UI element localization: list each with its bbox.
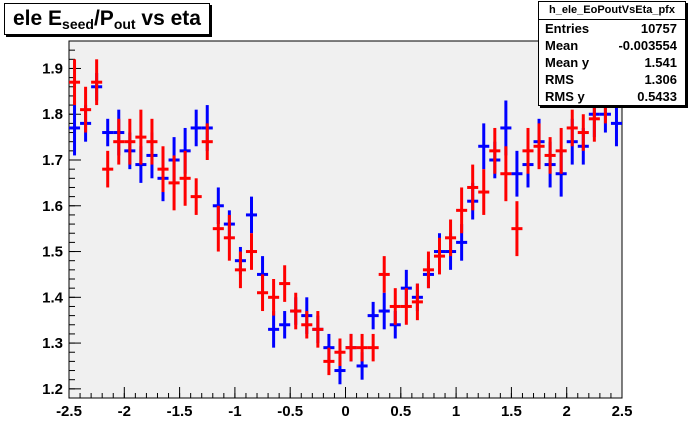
stats-key: RMS y	[545, 89, 585, 104]
stats-row-entries: Entries 10757	[539, 20, 685, 37]
stats-key: Mean y	[545, 55, 590, 70]
stats-value: 0.5433	[637, 89, 677, 104]
title-base: ele E	[13, 7, 63, 30]
stats-row-mean-y: Mean y 1.541	[539, 54, 685, 71]
title-sub-seed: seed	[62, 16, 94, 32]
y-tick-label: 1.9	[42, 60, 63, 77]
stats-row-mean: Mean -0.003554	[539, 37, 685, 54]
x-tick-label: 2	[563, 403, 571, 420]
stats-key: Mean	[545, 38, 579, 53]
stats-value: 1.541	[644, 55, 677, 70]
x-tick-label: 0	[341, 403, 349, 420]
stats-value: 1.306	[644, 72, 677, 87]
y-tick-label: 1.8	[42, 106, 63, 123]
x-tick-label: 2.5	[612, 403, 633, 420]
stats-row-rms-y: RMS y 0.5433	[539, 88, 685, 105]
y-tick-label: 1.5	[42, 244, 63, 261]
x-tick-label: -1.5	[167, 403, 193, 420]
x-tick-label: 1.5	[501, 403, 522, 420]
chart-title: ele Eseed/Pout vs eta	[4, 3, 210, 35]
stats-box: h_ele_EoPoutVsEta_pfx Entries 10757 Mean…	[538, 1, 686, 106]
x-tick-label: -1	[228, 403, 241, 420]
title-tail: vs eta	[135, 7, 201, 30]
stats-key: Entries	[545, 21, 590, 36]
y-tick-label: 1.7	[42, 152, 63, 169]
x-tick-label: -2	[118, 403, 131, 420]
stats-value: 10757	[640, 21, 677, 36]
stats-value: -0.003554	[618, 38, 677, 53]
x-tick-label: 1	[452, 403, 460, 420]
y-tick-label: 1.4	[42, 289, 64, 306]
plot-frame	[68, 40, 623, 399]
y-tick-label: 1.3	[42, 335, 63, 352]
x-tick-label: -2.5	[56, 403, 82, 420]
x-tick-label: -0.5	[277, 403, 303, 420]
stats-histogram-name: h_ele_EoPoutVsEta_pfx	[539, 2, 685, 20]
title-mid: /P	[93, 7, 114, 30]
y-tick-label: 1.2	[42, 381, 63, 398]
x-tick-label: 0.5	[390, 403, 411, 420]
y-tick-label: 1.6	[42, 198, 63, 215]
title-sub-out: out	[113, 16, 136, 32]
stats-row-rms: RMS 1.306	[539, 71, 685, 88]
stats-key: RMS	[545, 72, 574, 87]
